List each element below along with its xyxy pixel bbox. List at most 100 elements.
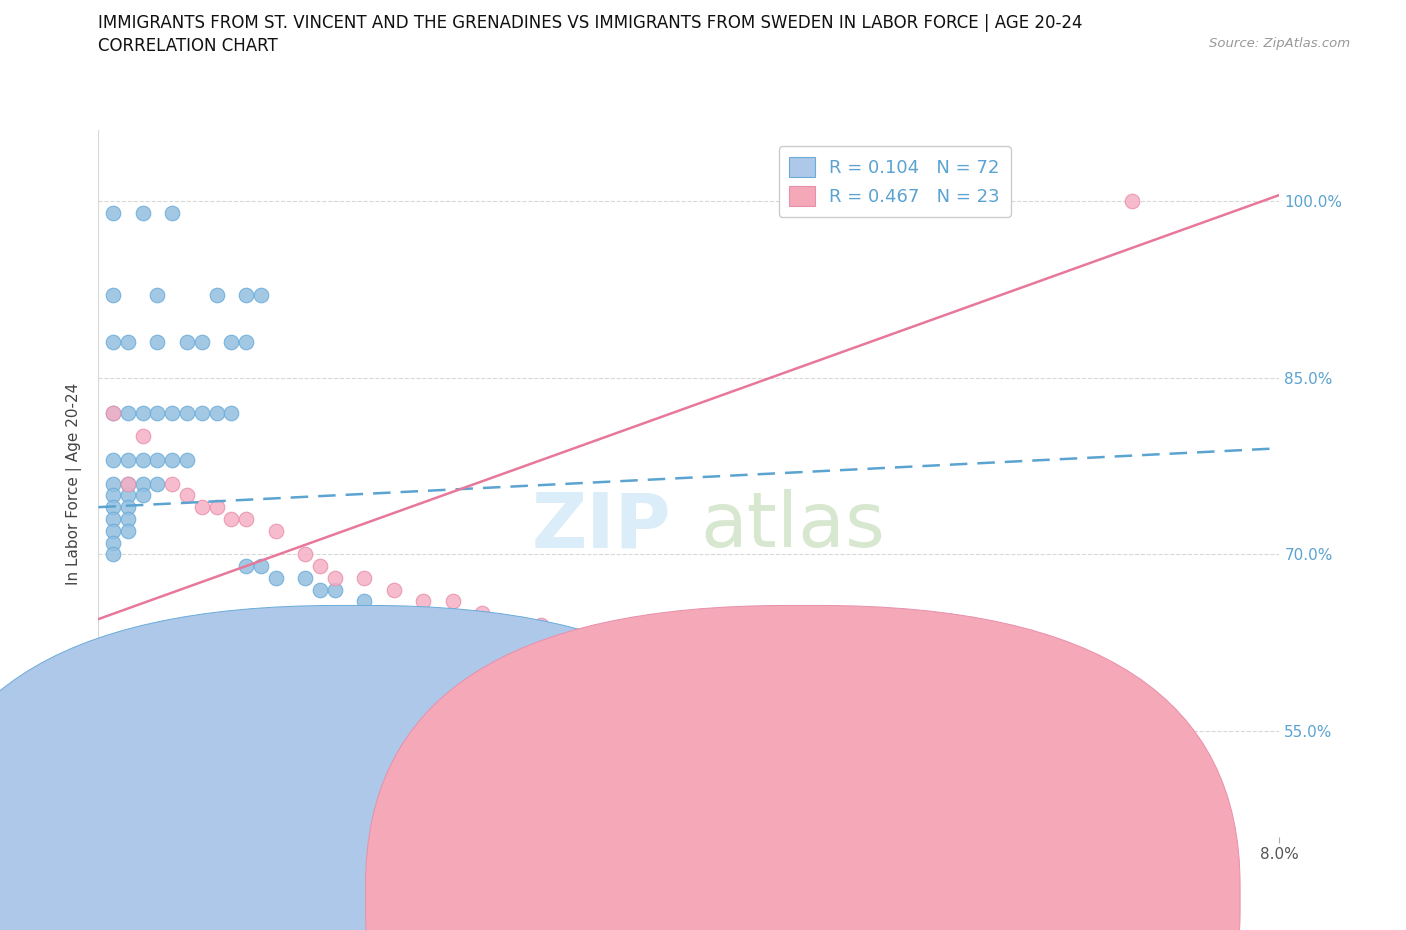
Point (456, 641, 478, 656)
Point (560, 676, 582, 691)
Point (648, 700, 671, 715)
Point (176, 335, 198, 350)
Point (1121, 193, 1143, 208)
Point (103, 547, 125, 562)
Point (530, 665, 553, 680)
Point (103, 488, 125, 503)
Point (103, 206, 125, 220)
Point (132, 453, 155, 468)
Point (146, 476, 169, 491)
Point (501, 653, 523, 668)
Point (117, 524, 139, 538)
Point (146, 287, 169, 302)
Point (191, 335, 214, 350)
Point (117, 453, 139, 468)
Point (219, 335, 242, 350)
Point (103, 747, 125, 762)
Point (117, 476, 139, 491)
Point (146, 405, 169, 420)
Point (382, 724, 405, 738)
Point (205, 405, 228, 420)
Point (678, 618, 700, 632)
Point (117, 499, 139, 514)
Point (103, 287, 125, 302)
Text: ZIP: ZIP (531, 489, 671, 563)
Point (412, 594, 434, 609)
Point (103, 524, 125, 538)
Point (162, 405, 183, 420)
Point (235, 559, 257, 574)
Point (605, 630, 627, 644)
Point (132, 405, 155, 420)
Text: Source: ZipAtlas.com: Source: ZipAtlas.com (1209, 37, 1350, 50)
Point (235, 287, 257, 302)
Point (471, 641, 494, 656)
Point (605, 688, 627, 703)
Point (353, 570, 375, 585)
Point (176, 488, 198, 503)
Point (146, 335, 169, 350)
Point (219, 512, 242, 526)
Point (323, 582, 346, 597)
Text: Immigrants from Sweden: Immigrants from Sweden (823, 891, 998, 906)
Point (117, 488, 139, 503)
Point (308, 794, 332, 809)
Point (530, 618, 553, 632)
Point (103, 535, 125, 550)
Point (132, 429, 155, 444)
Point (456, 806, 478, 821)
Point (117, 476, 139, 491)
Point (250, 287, 273, 302)
Point (264, 570, 287, 585)
Point (471, 605, 494, 620)
Point (103, 512, 125, 526)
Point (308, 559, 332, 574)
Text: atlas: atlas (700, 489, 886, 563)
Text: Immigrants from St. Vincent and the Grenadines: Immigrants from St. Vincent and the Gren… (373, 891, 710, 906)
Point (117, 335, 139, 350)
Point (132, 771, 155, 786)
Point (103, 335, 125, 350)
Point (412, 618, 434, 632)
Point (117, 405, 139, 420)
Point (132, 206, 155, 220)
Point (235, 335, 257, 350)
Text: CORRELATION CHART: CORRELATION CHART (98, 37, 278, 55)
Point (353, 594, 375, 609)
Point (176, 405, 198, 420)
Point (162, 206, 183, 220)
Point (1046, 830, 1069, 844)
Text: IMMIGRANTS FROM ST. VINCENT AND THE GRENADINES VS IMMIGRANTS FROM SWEDEN IN LABO: IMMIGRANTS FROM ST. VINCENT AND THE GREN… (98, 14, 1083, 32)
Point (117, 512, 139, 526)
Point (191, 499, 214, 514)
Point (294, 570, 316, 585)
Point (825, 605, 848, 620)
Point (205, 499, 228, 514)
Point (162, 453, 183, 468)
Point (264, 524, 287, 538)
Point (162, 476, 183, 491)
Point (176, 453, 198, 468)
Point (103, 405, 125, 420)
Point (132, 476, 155, 491)
Point (900, 830, 922, 844)
Legend: R = 0.104   N = 72, R = 0.467   N = 23: R = 0.104 N = 72, R = 0.467 N = 23 (779, 146, 1011, 217)
Point (250, 559, 273, 574)
Point (103, 499, 125, 514)
Point (426, 630, 449, 644)
Point (146, 453, 169, 468)
Point (678, 817, 700, 832)
Point (294, 547, 316, 562)
Point (308, 582, 332, 597)
Point (103, 405, 125, 420)
Point (382, 582, 405, 597)
Y-axis label: In Labor Force | Age 20-24: In Labor Force | Age 20-24 (66, 382, 83, 585)
Point (382, 605, 405, 620)
Point (219, 405, 242, 420)
Point (205, 287, 228, 302)
Point (132, 488, 155, 503)
Point (235, 711, 257, 726)
Point (441, 594, 464, 609)
Point (103, 476, 125, 491)
Point (191, 405, 214, 420)
